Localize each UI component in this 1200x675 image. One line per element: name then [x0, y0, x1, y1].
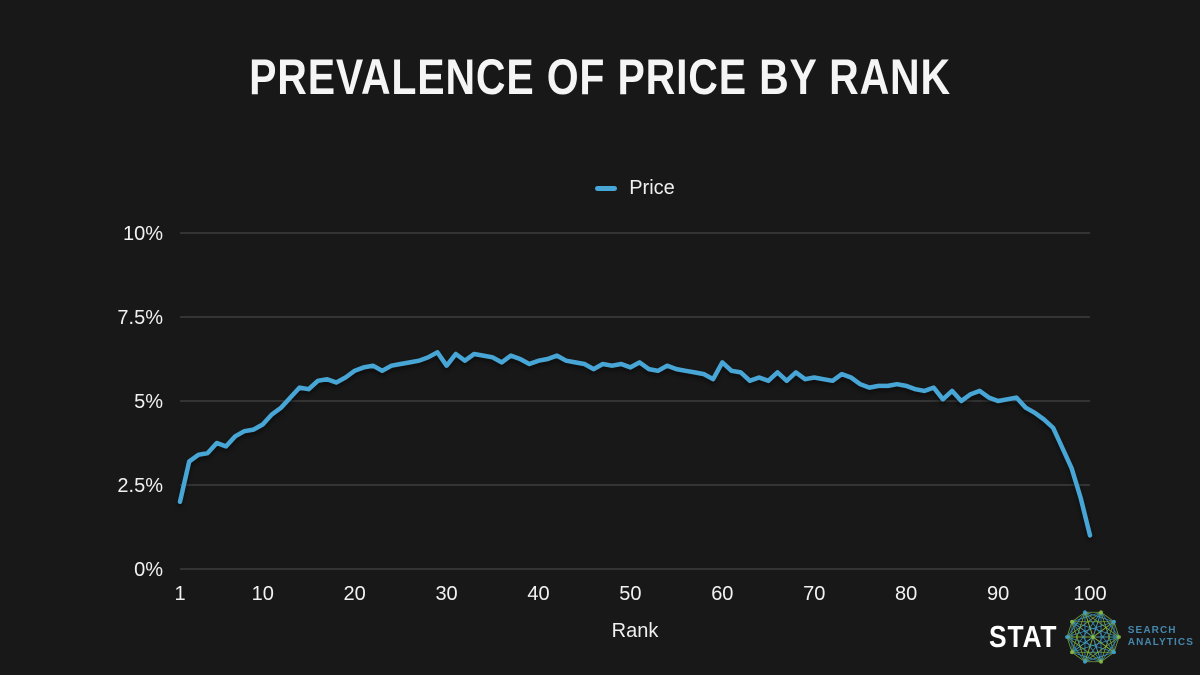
x-tick-label: 10 — [252, 583, 274, 605]
logo-vertex — [1069, 650, 1074, 655]
logo-wire — [1066, 621, 1073, 638]
logo-vertex — [1064, 635, 1069, 639]
logo-wire — [1071, 611, 1085, 623]
brand-tagline: SEARCH ANALYTICS — [1128, 625, 1194, 649]
y-tick-label: 7.5% — [117, 307, 163, 329]
x-tick-label: 70 — [803, 583, 825, 605]
x-tick-label: 100 — [1073, 583, 1106, 605]
logo-vertex — [1082, 659, 1087, 664]
x-tick-label: 50 — [619, 583, 641, 605]
logo-vertex — [1111, 619, 1116, 624]
logo-wire — [1092, 636, 1115, 653]
legend: Price — [180, 175, 1090, 201]
logo-wire — [1084, 611, 1114, 623]
geodesic-sphere-icon — [1064, 610, 1121, 664]
x-tick-label: 1 — [174, 583, 185, 605]
logo-vertex — [1098, 610, 1103, 615]
logo-vertex — [1111, 650, 1116, 655]
logo-wire — [1100, 612, 1115, 653]
logo-wire — [1066, 611, 1102, 638]
logo-wire — [1113, 636, 1120, 653]
x-tick-label: 20 — [344, 583, 366, 605]
y-tick-label: 0% — [134, 559, 163, 581]
price-line — [177, 350, 1093, 538]
logo-wire — [1100, 611, 1115, 623]
logo-wire — [1092, 636, 1102, 662]
brand-name: STAT — [989, 619, 1058, 654]
logo-wire — [1071, 651, 1085, 663]
logo-wire — [1092, 612, 1102, 638]
logo-wire — [1066, 636, 1073, 653]
logo-wire — [1084, 612, 1115, 653]
logo-wire — [1092, 621, 1115, 638]
logo-wire — [1084, 612, 1094, 638]
logo-wire — [1071, 636, 1094, 653]
logo-wire — [1113, 621, 1120, 638]
logo-wire — [1071, 621, 1086, 662]
logo-wire — [1084, 636, 1094, 662]
logo-wire — [1071, 621, 1119, 638]
legend-line-swatch — [595, 185, 618, 191]
logo-vertex — [1082, 610, 1087, 615]
brand-tagline-line2: ANALYTICS — [1127, 637, 1194, 648]
logo-wire — [1071, 612, 1086, 653]
logo-wire — [1066, 636, 1102, 663]
x-tick-label: 90 — [987, 583, 1009, 605]
logo-vertex — [1098, 659, 1103, 664]
logo-wire — [1084, 636, 1120, 663]
legend-label: Price — [629, 176, 675, 199]
x-axis-title: Rank — [611, 620, 659, 642]
logo-wire — [1100, 621, 1115, 662]
y-tick-label: 5% — [134, 391, 163, 413]
x-tick-label: 80 — [895, 583, 917, 605]
logo-wire — [1071, 621, 1094, 638]
logo-wire — [1100, 651, 1115, 663]
chart-title: PREVALENCE OF PRICE BY RANK — [249, 49, 951, 105]
logo-wire — [1084, 611, 1120, 638]
y-tick-label: 10% — [123, 223, 163, 245]
logo-vertex — [1116, 635, 1121, 639]
x-tick-label: 60 — [711, 583, 733, 605]
logo-vertex — [1090, 635, 1095, 639]
brand-logo: STAT SEARCH ANALYTICS — [977, 607, 1194, 667]
x-tick-label: 40 — [527, 583, 549, 605]
y-tick-label: 2.5% — [117, 475, 163, 497]
x-tick-label: 30 — [435, 583, 457, 605]
brand-tagline-line1: SEARCH — [1127, 625, 1177, 636]
logo-vertex — [1069, 619, 1074, 624]
